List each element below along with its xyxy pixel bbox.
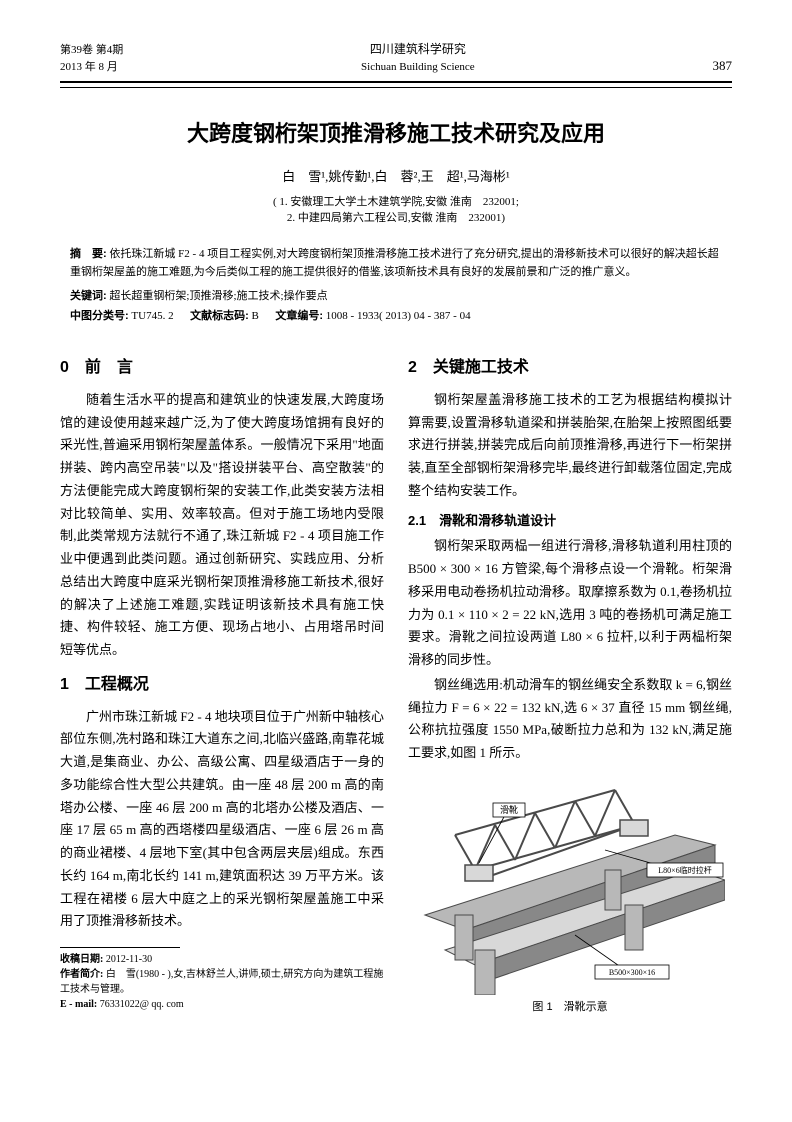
section-0-heading: 0 前 言 bbox=[60, 355, 384, 381]
article-id-value: 1008 - 1933( 2013) 04 - 387 - 04 bbox=[326, 310, 471, 322]
abstract: 摘 要: 依托珠江新城 F2 - 4 项目工程实例,对大跨度钢桁架顶推滑移施工技… bbox=[70, 245, 722, 282]
section-0-p1: 随着生活水平的提高和建筑业的快速发展,大跨度场馆的建设使用越来越广泛,为了使大跨… bbox=[60, 389, 384, 662]
header-center: 四川建筑科学研究 Sichuan Building Science bbox=[123, 40, 712, 77]
article-title: 大跨度钢桁架顶推滑移施工技术研究及应用 bbox=[60, 116, 732, 151]
footnote-email: E - mail: 76331022@ qq. com bbox=[60, 997, 384, 1012]
journal-title-en: Sichuan Building Science bbox=[123, 59, 712, 77]
affiliation-2: 2. 中建四局第六工程公司,安徽 淮南 232001) bbox=[60, 210, 732, 227]
clc-label: 中图分类号: bbox=[70, 310, 129, 322]
received-date: 2012-11-30 bbox=[106, 954, 152, 965]
classification-line: 中图分类号: TU745. 2 文献标志码: B 文章编号: 1008 - 19… bbox=[70, 308, 722, 326]
received-label: 收稿日期: bbox=[60, 954, 103, 965]
section-1-p1: 广州市珠江新城 F2 - 4 地块项目位于广州新中轴核心部位东侧,冼村路和珠江大… bbox=[60, 706, 384, 934]
footnote-received: 收稿日期: 2012-11-30 bbox=[60, 952, 384, 967]
volume-issue: 第39卷 第4期 bbox=[60, 42, 123, 60]
section-2-1-heading: 2.1 滑靴和滑移轨道设计 bbox=[408, 511, 732, 532]
author-bio-text: 白 雪(1980 - ),女,吉林舒兰人,讲师,硕士,研究方向为建筑工程施工技术… bbox=[60, 969, 383, 995]
figure-1: 滑靴 L80×6临时拉杆 B500×300×16 图 1 滑靴示意 bbox=[408, 775, 732, 1017]
abstract-text: 依托珠江新城 F2 - 4 项目工程实例,对大跨度钢桁架顶推滑移施工技术进行了充… bbox=[70, 248, 719, 279]
article-id-label: 文章编号: bbox=[275, 310, 323, 322]
figure-1-caption: 图 1 滑靴示意 bbox=[408, 999, 732, 1017]
section-2-heading: 2 关键施工技术 bbox=[408, 355, 732, 381]
email-label: E - mail: bbox=[60, 999, 97, 1010]
clc-value: TU745. 2 bbox=[131, 310, 173, 322]
keywords-line: 关键词: 超长超重钢桁架;顶推滑移;施工技术;操作要点 bbox=[70, 288, 722, 306]
body-columns: 0 前 言 随着生活水平的提高和建筑业的快速发展,大跨度场馆的建设使用越来越广泛… bbox=[60, 345, 732, 1016]
section-2-1-p1: 钢桁架采取两榀一组进行滑移,滑移轨道利用柱顶的 B500 × 300 × 16 … bbox=[408, 535, 732, 672]
keywords-label: 关键词: bbox=[70, 290, 107, 302]
running-header: 第39卷 第4期 2013 年 8 月 四川建筑科学研究 Sichuan Bui… bbox=[60, 40, 732, 83]
page-number: 387 bbox=[713, 56, 733, 77]
fig1-label-skid: 滑靴 bbox=[500, 804, 518, 815]
author-line: 白 雪¹,姚传勤¹,白 蓉²,王 超¹,马海彬¹ bbox=[60, 167, 732, 188]
header-left: 第39卷 第4期 2013 年 8 月 bbox=[60, 42, 123, 77]
author-bio-label: 作者简介: bbox=[60, 969, 103, 980]
footnote-author: 作者简介: 白 雪(1980 - ),女,吉林舒兰人,讲师,硕士,研究方向为建筑… bbox=[60, 967, 384, 997]
fig1-label-rod: L80×6临时拉杆 bbox=[658, 865, 711, 875]
footnote-rule bbox=[60, 947, 180, 948]
journal-title-cn: 四川建筑科学研究 bbox=[123, 40, 712, 59]
email-value: 76331022@ qq. com bbox=[100, 999, 184, 1010]
affiliation-1: ( 1. 安徽理工大学土木建筑学院,安徽 淮南 232001; bbox=[60, 194, 732, 211]
header-date: 2013 年 8 月 bbox=[60, 59, 123, 77]
affiliations: ( 1. 安徽理工大学土木建筑学院,安徽 淮南 232001; 2. 中建四局第… bbox=[60, 194, 732, 227]
keywords-text: 超长超重钢桁架;顶推滑移;施工技术;操作要点 bbox=[109, 290, 327, 302]
section-1-heading: 1 工程概况 bbox=[60, 672, 384, 698]
section-2-p1: 钢桁架屋盖滑移施工技术的工艺为根据结构模拟计算需要,设置滑移轨道梁和拼装胎架,在… bbox=[408, 389, 732, 503]
figure-1-svg: 滑靴 L80×6临时拉杆 B500×300×16 bbox=[415, 775, 725, 995]
section-2-1-p2: 钢丝绳选用:机动滑车的钢丝绳安全系数取 k = 6,钢丝绳拉力 F = 6 × … bbox=[408, 674, 732, 765]
header-rule bbox=[60, 87, 732, 88]
left-column: 0 前 言 随着生活水平的提高和建筑业的快速发展,大跨度场馆的建设使用越来越广泛… bbox=[60, 345, 384, 1016]
fig1-label-beam: B500×300×16 bbox=[609, 968, 655, 977]
right-column: 2 关键施工技术 钢桁架屋盖滑移施工技术的工艺为根据结构模拟计算需要,设置滑移轨… bbox=[408, 345, 732, 1016]
abstract-label: 摘 要: bbox=[70, 248, 107, 260]
doc-code-label: 文献标志码: bbox=[190, 310, 249, 322]
doc-code-value: B bbox=[252, 310, 259, 322]
